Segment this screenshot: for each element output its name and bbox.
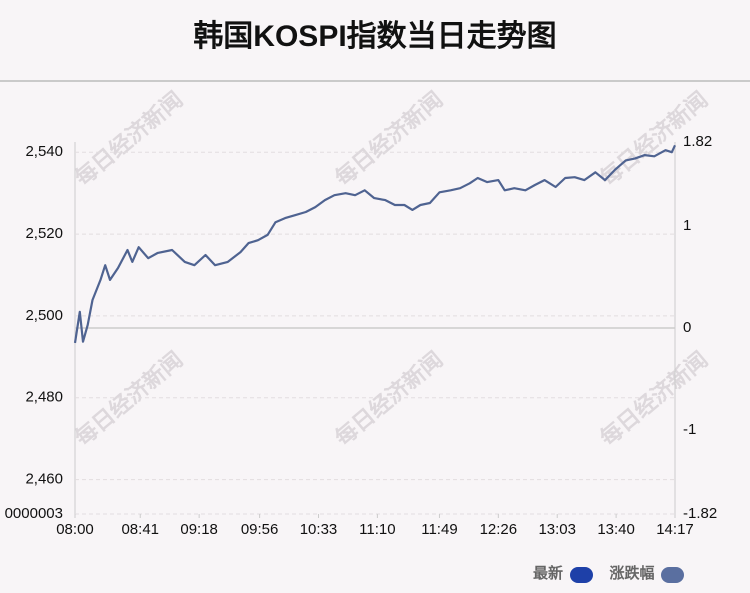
y2-tick-label: -1.82: [683, 505, 717, 522]
x-tick-label: 08:41: [121, 521, 159, 538]
y2-tick-label: 1: [683, 217, 691, 234]
x-tick-label: 11:10: [359, 521, 395, 538]
x-tick-label: 14:17: [656, 521, 694, 538]
y2-tick-label: 0: [683, 319, 691, 336]
legend-swatch: [570, 567, 593, 583]
y-tick-label: 2,520: [25, 225, 63, 242]
y-tick-label: 2,540: [25, 143, 63, 160]
legend-swatch: [661, 567, 684, 583]
x-tick-label: 13:03: [538, 521, 576, 538]
y-tick-label: 2,500: [25, 307, 63, 324]
y-tick-label: 2,480: [25, 389, 63, 406]
y2-tick-label: -1: [683, 421, 696, 438]
x-tick-label: 09:56: [241, 521, 279, 538]
x-tick-label: 11:49: [421, 521, 457, 538]
watermark: 每日经济新闻: [70, 347, 187, 451]
x-tick-label: 13:40: [597, 521, 635, 538]
x-tick-label: 10:33: [300, 521, 338, 538]
watermark: 每日经济新闻: [70, 87, 187, 191]
watermark: 每日经济新闻: [330, 87, 447, 191]
legend-label: 最新: [533, 564, 563, 582]
y-tick-label: 0000003: [5, 505, 63, 522]
chart-title: 韩国KOSPI指数当日走势图: [193, 20, 556, 53]
x-tick-label: 08:00: [56, 521, 94, 538]
price-line: [73, 144, 676, 344]
y2-tick-label: 1.82: [683, 133, 712, 150]
legend-label: 涨跌幅: [609, 564, 654, 582]
x-tick-label: 09:18: [180, 521, 218, 538]
y-tick-label: 2,460: [25, 471, 63, 488]
x-tick-label: 12:26: [480, 521, 518, 538]
watermark: 每日经济新闻: [330, 347, 447, 451]
